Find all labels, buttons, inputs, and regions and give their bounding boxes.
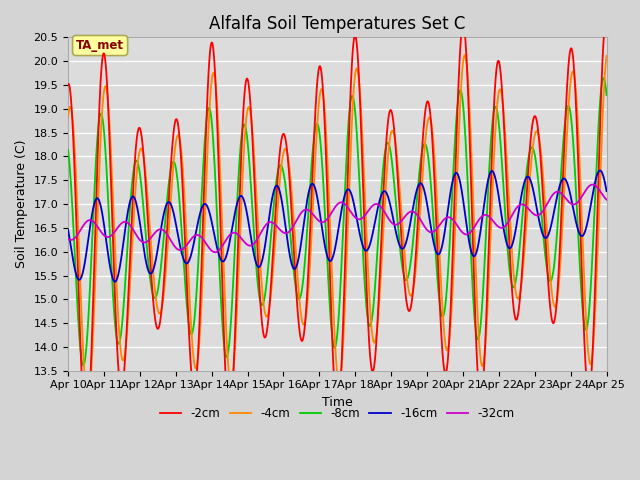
-32cm — [287, 227, 294, 233]
-4cm — [603, 53, 611, 59]
Line: -4cm: -4cm — [68, 55, 607, 400]
-8cm — [600, 75, 607, 81]
-32cm — [64, 236, 72, 242]
-4cm — [84, 397, 92, 403]
-2cm — [179, 198, 187, 204]
-8cm — [179, 253, 187, 259]
-32cm — [603, 197, 611, 203]
-8cm — [432, 255, 440, 261]
-2cm — [95, 109, 103, 115]
-32cm — [284, 229, 292, 235]
-4cm — [287, 178, 294, 184]
-2cm — [266, 300, 274, 305]
-4cm — [95, 170, 103, 176]
-32cm — [95, 226, 102, 231]
-2cm — [602, 15, 610, 21]
-8cm — [79, 362, 87, 368]
Line: -32cm: -32cm — [68, 185, 607, 252]
-8cm — [95, 117, 103, 123]
-8cm — [64, 147, 72, 153]
Line: -8cm: -8cm — [68, 78, 607, 365]
-8cm — [284, 207, 292, 213]
-16cm — [284, 242, 292, 248]
-16cm — [287, 257, 294, 263]
-2cm — [603, 15, 611, 21]
-8cm — [287, 237, 294, 243]
Line: -2cm: -2cm — [68, 18, 607, 431]
-16cm — [603, 188, 611, 194]
-2cm — [82, 428, 90, 433]
-2cm — [287, 195, 294, 201]
-16cm — [95, 197, 102, 203]
Text: TA_met: TA_met — [76, 39, 124, 52]
-32cm — [179, 246, 187, 252]
-16cm — [432, 248, 440, 254]
-32cm — [211, 249, 219, 255]
-16cm — [64, 227, 72, 232]
-4cm — [284, 155, 292, 160]
Line: -16cm: -16cm — [68, 170, 607, 282]
-8cm — [266, 246, 274, 252]
Y-axis label: Soil Temperature (C): Soil Temperature (C) — [15, 140, 28, 268]
-2cm — [284, 158, 292, 164]
Legend: -2cm, -4cm, -8cm, -16cm, -32cm: -2cm, -4cm, -8cm, -16cm, -32cm — [155, 402, 520, 425]
-2cm — [432, 211, 440, 217]
-32cm — [589, 182, 596, 188]
-2cm — [64, 82, 72, 87]
-4cm — [179, 174, 187, 180]
-4cm — [432, 178, 440, 184]
-8cm — [603, 92, 611, 98]
-32cm — [266, 219, 274, 225]
-4cm — [461, 52, 468, 58]
-16cm — [179, 256, 187, 262]
X-axis label: Time: Time — [322, 396, 353, 409]
-16cm — [266, 210, 274, 216]
Title: Alfalfa Soil Temperatures Set C: Alfalfa Soil Temperatures Set C — [209, 15, 465, 33]
-4cm — [64, 114, 72, 120]
-16cm — [111, 279, 119, 285]
-16cm — [596, 168, 604, 173]
-4cm — [266, 301, 274, 307]
-32cm — [432, 227, 440, 233]
